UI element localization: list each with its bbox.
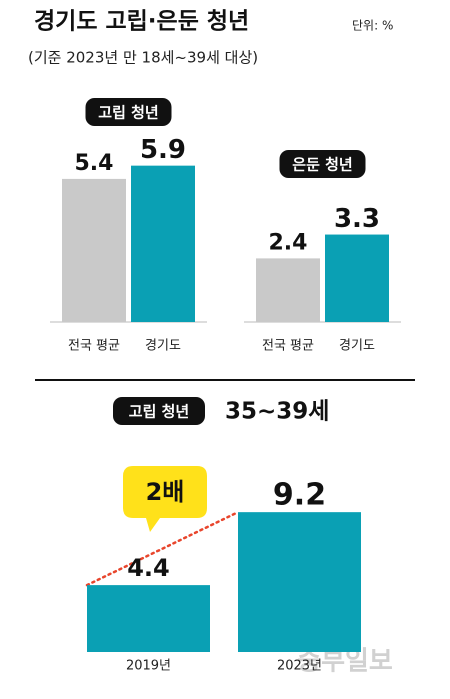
badge-label: 고립 청년 <box>98 104 158 122</box>
x-label: 전국 평균 <box>262 339 314 354</box>
x-label: 2023년 <box>277 659 322 674</box>
annotation: 2배 <box>146 478 185 506</box>
chart-subtitle: 35~39세 <box>225 399 329 425</box>
subtitle: (기준 2023년 만 18세~39세 대상) <box>28 49 258 67</box>
bar <box>325 234 389 322</box>
badge <box>279 150 366 178</box>
x-label: 2019년 <box>126 659 171 674</box>
badge <box>85 98 172 126</box>
x-label: 전국 평균 <box>68 339 120 354</box>
value-label: 9.2 <box>273 478 326 513</box>
badge-label: 은둔 청년 <box>292 156 352 174</box>
bar <box>62 178 126 322</box>
badge-label: 고립 청년 <box>129 403 189 421</box>
unit: 단위: % <box>352 19 393 33</box>
x-label: 경기도 <box>339 339 375 354</box>
title: 경기도 고립·은둔 청년 <box>34 9 249 35</box>
trend-line <box>85 510 240 587</box>
bar <box>238 512 361 652</box>
bar <box>256 258 320 322</box>
value-label: 4.4 <box>127 554 170 582</box>
value-label: 3.3 <box>334 204 380 234</box>
x-label: 경기도 <box>145 339 181 354</box>
bar <box>131 165 195 322</box>
badge <box>113 397 205 425</box>
value-label: 5.9 <box>140 135 186 165</box>
value-label: 5.4 <box>75 151 114 176</box>
bar <box>87 585 210 652</box>
callout <box>123 466 207 532</box>
value-label: 2.4 <box>269 230 308 255</box>
